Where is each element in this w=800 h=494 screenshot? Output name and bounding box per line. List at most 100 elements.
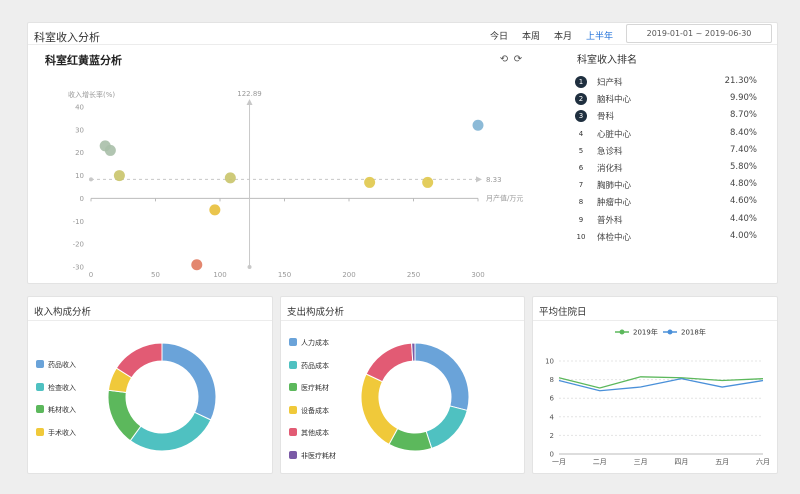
legend-swatch <box>36 382 44 391</box>
income-composition-panel: 收入构成分析 药品收入检查收入耗材收入手术收入 <box>27 296 273 474</box>
legend-item[interactable]: 耗材收入 <box>36 405 76 415</box>
income-donut-chart <box>107 342 217 452</box>
legend-item[interactable]: 设备成本 <box>289 405 329 416</box>
legend-swatch <box>36 427 44 436</box>
x-tick-label: 200 <box>342 271 355 279</box>
legend-item[interactable]: 非医疗耗材 <box>289 450 336 461</box>
legend-label: 设备成本 <box>301 406 329 415</box>
donut-slice[interactable] <box>360 373 399 446</box>
ranking-row: 6 消化科 5.80% <box>575 160 757 177</box>
markline-y-arrow <box>476 176 482 183</box>
avg-stay-line-chart: 2019年 2018年 10 8 6 4 2 0一月 二月 三月 四月 五月 六月 <box>545 328 770 467</box>
donut-slice[interactable] <box>414 342 470 412</box>
dept-name: 骨科 <box>597 112 615 123</box>
expense-donut-chart <box>360 342 470 452</box>
legend-item[interactable]: 药品成本 <box>289 360 329 371</box>
legend-label: 2018年 <box>681 328 706 337</box>
legend-label: 其他成本 <box>301 429 329 437</box>
tab-week[interactable]: 本周 <box>522 32 541 42</box>
date-range-picker[interactable]: 2019-01-01 ~ 2019-06-30 <box>626 24 772 43</box>
ranking-row: 4 心脏中心 8.40% <box>575 126 757 143</box>
tab-today[interactable]: 今日 <box>490 32 509 42</box>
legend-swatch <box>289 405 297 414</box>
rank-number: 7 <box>578 181 584 190</box>
legend-label: 手术收入 <box>48 428 76 437</box>
scatter-point[interactable] <box>209 204 221 216</box>
dept-percent: 9.90% <box>729 93 757 104</box>
legend-label: 2019年 <box>633 328 658 337</box>
ranking-row: 1 妇产科 21.30% <box>575 74 757 91</box>
y-tick-label: 20 <box>75 149 84 157</box>
legend-marker[interactable] <box>619 329 625 335</box>
dept-percent: 4.00% <box>729 230 757 241</box>
restore-icon[interactable]: ⟲ <box>499 54 509 65</box>
series-line[interactable] <box>558 376 764 389</box>
panel-title: 平均住院日 <box>539 307 587 318</box>
rank-number: 3 <box>575 110 587 123</box>
dept-name: 脑科中心 <box>597 95 632 106</box>
ranking-row: 9 普外科 4.40% <box>575 212 757 229</box>
refresh-icon[interactable]: ⟳ <box>513 54 523 65</box>
scatter-point[interactable] <box>422 176 434 188</box>
legend-label: 耗材收入 <box>48 406 76 414</box>
donut-slice[interactable] <box>115 342 163 379</box>
dept-percent: 8.40% <box>729 127 757 138</box>
x-tick-label: 250 <box>407 271 420 279</box>
series-line[interactable] <box>558 378 764 392</box>
legend-label: 检查收入 <box>48 383 76 392</box>
y-tick-label: 8 <box>550 376 554 384</box>
scatter-point[interactable] <box>104 144 116 156</box>
divider <box>281 320 524 321</box>
rank-number: 10 <box>576 232 586 241</box>
x-tick-label: 四月 <box>674 458 688 466</box>
ranking-row: 8 肿瘤中心 4.60% <box>575 194 757 211</box>
legend-swatch <box>289 360 297 369</box>
legend-item[interactable]: 手术收入 <box>36 427 76 438</box>
legend-marker[interactable] <box>667 329 673 335</box>
y-tick-label: 6 <box>550 395 555 403</box>
dept-name: 妇产科 <box>597 78 623 88</box>
legend-item[interactable]: 其他成本 <box>289 428 329 438</box>
panel-title: 收入构成分析 <box>34 307 92 318</box>
x-tick-label: 50 <box>151 271 160 279</box>
ranking-row: 2 脑科中心 9.90% <box>575 91 757 108</box>
y-tick-label: 10 <box>545 358 554 366</box>
dept-name: 心脏中心 <box>597 129 632 140</box>
scatter-point[interactable] <box>224 172 236 184</box>
scatter-title: 科室红黄蓝分析 <box>45 54 122 67</box>
dept-name: 体检中心 <box>597 232 632 243</box>
y-tick-label: 0 <box>80 195 84 203</box>
scatter-point[interactable] <box>113 170 125 182</box>
y-tick-label: -20 <box>73 241 84 249</box>
legend-item[interactable]: 检查收入 <box>36 382 76 393</box>
panel-title: 支出构成分析 <box>287 307 345 318</box>
donut-slice[interactable] <box>129 411 212 452</box>
legend-item[interactable]: 人力成本 <box>289 338 329 348</box>
dept-percent: 7.40% <box>729 144 757 155</box>
legend-item[interactable]: 药品收入 <box>36 360 76 370</box>
y-tick-label: -30 <box>73 264 84 272</box>
tab-month[interactable]: 本月 <box>554 32 573 42</box>
dept-percent: 21.30% <box>724 76 757 86</box>
donut-slice[interactable] <box>425 405 468 449</box>
x-tick-label: 150 <box>278 271 291 279</box>
ranking-title: 科室收入排名 <box>577 55 637 66</box>
donut-slice[interactable] <box>365 342 414 383</box>
markline-x-arrow <box>246 99 253 105</box>
x-tick-label: 五月 <box>715 458 729 466</box>
scatter-point[interactable] <box>472 119 484 131</box>
donut-slice[interactable] <box>161 342 217 421</box>
scatter-point[interactable] <box>364 176 376 188</box>
y-tick-label: -10 <box>73 218 84 226</box>
divider <box>28 44 777 45</box>
donut-slice[interactable] <box>411 342 416 362</box>
scatter-point[interactable] <box>191 259 203 271</box>
donut-slice[interactable] <box>107 389 142 442</box>
x-axis-label: 月产值/万元 <box>486 193 523 202</box>
markline-x-start <box>247 265 252 269</box>
legend-item[interactable]: 医疗耗材 <box>289 383 329 393</box>
tab-half-year[interactable]: 上半年 <box>586 32 614 42</box>
x-tick-label: 六月 <box>756 457 770 466</box>
dept-name: 胸肺中心 <box>597 181 632 192</box>
x-tick-label: 二月 <box>593 458 607 466</box>
